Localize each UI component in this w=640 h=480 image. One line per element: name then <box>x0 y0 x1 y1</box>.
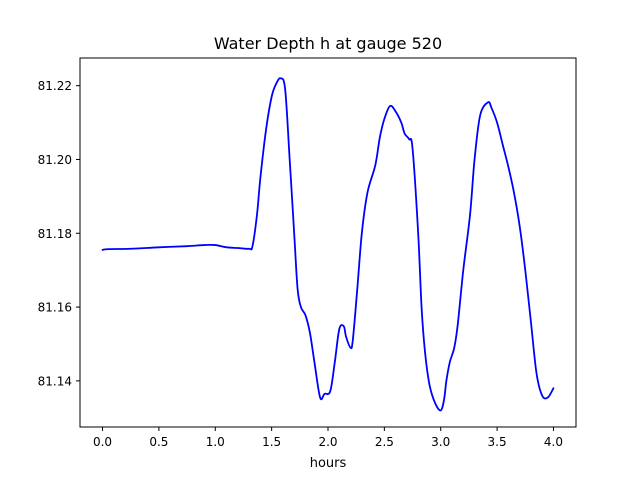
x-tick-label: 2.5 <box>375 435 394 449</box>
x-tick-label: 1.5 <box>262 435 281 449</box>
y-tick-label: 81.18 <box>38 227 72 241</box>
x-tick-label: 3.5 <box>488 435 507 449</box>
water-depth-line <box>101 77 555 412</box>
x-axis-ticks: 0.0 0.5 1.0 1.5 2.0 2.5 3.0 3.5 4.0 <box>93 427 563 449</box>
x-tick-label: 1.0 <box>206 435 225 449</box>
x-tick-label: 0.5 <box>149 435 168 449</box>
y-tick-label: 81.16 <box>38 301 72 315</box>
y-tick-label: 81.14 <box>38 374 72 388</box>
x-tick-label: 0.0 <box>93 435 112 449</box>
x-tick-label: 4.0 <box>544 435 563 449</box>
y-tick-label: 81.22 <box>38 79 72 93</box>
y-axis-ticks: 81.14 81.16 81.18 81.20 81.22 <box>38 79 80 388</box>
chart-title: Water Depth h at gauge 520 <box>214 34 442 53</box>
x-tick-label: 2.0 <box>318 435 337 449</box>
y-tick-label: 81.20 <box>38 153 72 167</box>
x-axis-label: hours <box>310 456 347 471</box>
plot-area-frame <box>79 57 577 428</box>
x-tick-label: 3.0 <box>431 435 450 449</box>
